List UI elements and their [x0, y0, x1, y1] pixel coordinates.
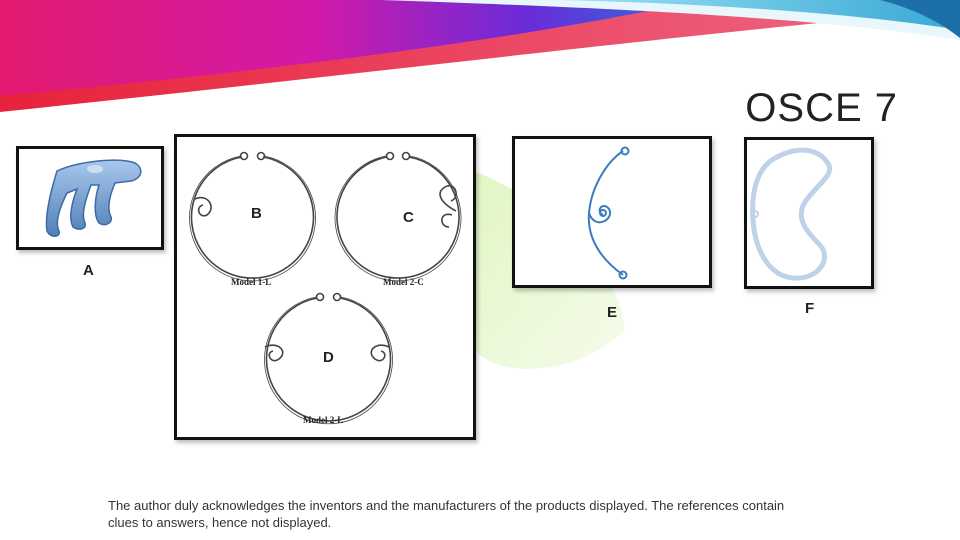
model-1l-caption: Model 1-L — [231, 277, 272, 287]
lens-implant-image — [45, 159, 142, 237]
model-2l-caption: Model 2-L — [303, 415, 344, 425]
figure-a-frame — [16, 146, 164, 250]
kidney-shaped-implant-image — [750, 147, 832, 281]
figure-bcd-frame: B C D Model 1-L Model 2-C Model 2-L — [174, 134, 476, 440]
slide-title: OSCE 7 — [745, 86, 898, 130]
figure-f-frame — [744, 137, 874, 289]
figure-a-label: A — [83, 262, 94, 279]
segment-ring-image — [587, 146, 630, 280]
figure-f-label: F — [805, 300, 815, 317]
figure-e-label: E — [607, 304, 618, 321]
capsular-tension-rings-image — [189, 151, 462, 425]
decorative-banner — [0, 0, 960, 112]
figure-b-label: B — [251, 205, 262, 222]
model-2c-caption: Model 2-C — [383, 277, 424, 287]
acknowledgement-footer: The author duly acknowledges the invento… — [108, 498, 785, 530]
figure-c-label: C — [403, 209, 414, 226]
figure-e-frame — [512, 136, 712, 288]
figure-d-label: D — [323, 349, 334, 366]
